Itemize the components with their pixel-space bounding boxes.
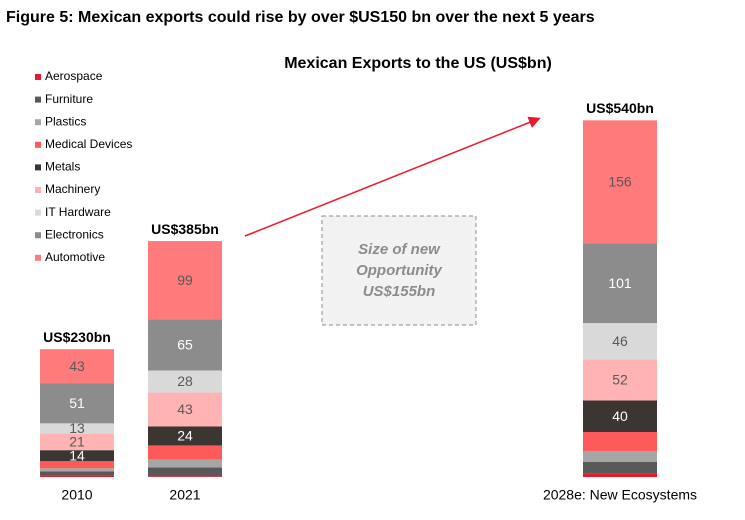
data-label: 99: [177, 272, 193, 288]
bar-segment: [148, 241, 222, 320]
bar-segment: [40, 468, 114, 472]
bar-segment: [583, 462, 657, 474]
bar-segment: [583, 450, 657, 463]
legend-label: Machinery: [45, 182, 100, 196]
annotation-line: US$155bn: [363, 283, 436, 300]
data-label: 28: [177, 373, 193, 389]
legend-label: Plastics: [45, 114, 86, 128]
legend-label: IT Hardware: [45, 205, 111, 219]
chart-title: Mexican Exports to the US (US$bn): [284, 55, 552, 72]
bar-segment: [40, 383, 114, 424]
legend-label: Electronics: [45, 227, 104, 241]
legend-swatch: [35, 141, 41, 148]
bar-segment: [583, 120, 657, 244]
legend-swatch: [35, 254, 41, 261]
data-label: 40: [612, 408, 628, 424]
legend-swatch: [35, 96, 41, 103]
bar-segment: [148, 459, 222, 468]
annotation-line: Opportunity: [356, 262, 442, 279]
bar-segment: [40, 433, 114, 451]
legend-swatch: [35, 119, 41, 126]
data-label: 156: [608, 174, 632, 190]
legend-label: Automotive: [45, 250, 105, 264]
data-label: 65: [177, 337, 193, 353]
arrow: [244, 116, 541, 237]
bar-segment: [148, 319, 222, 371]
figure-title: Figure 5: Mexican exports could rise by …: [6, 9, 595, 26]
data-label: 43: [69, 358, 85, 374]
bar-segment: [583, 432, 657, 451]
bar-segment: [40, 423, 114, 434]
data-label: 21: [69, 434, 85, 450]
total-label: US$540bn: [586, 100, 654, 116]
bar-segment: [583, 323, 657, 360]
total-label: US$230bn: [43, 329, 111, 345]
data-label: 13: [69, 420, 85, 436]
bar-segment: [583, 473, 657, 477]
bar-segment: [40, 475, 114, 477]
data-label: 51: [69, 395, 85, 411]
annotation-line: Size of new: [358, 241, 441, 258]
x-tick-label: 2021: [169, 487, 200, 503]
bar-segment: [148, 445, 222, 460]
bar-segment: [148, 370, 222, 393]
bar-segment: [148, 476, 222, 477]
data-label: 52: [612, 372, 628, 388]
legend-swatch: [35, 164, 41, 171]
bar-segment: [148, 426, 222, 446]
bar-segment: [583, 400, 657, 433]
data-label: 43: [177, 401, 193, 417]
legend-label: Aerospace: [45, 69, 103, 83]
annotation-box: [321, 215, 477, 326]
bar-segment: [40, 461, 114, 469]
x-tick-label: 2028e: New Ecosystems: [543, 487, 697, 503]
data-label: 24: [177, 428, 193, 444]
legend-swatch: [35, 74, 41, 80]
data-label: 101: [608, 275, 632, 291]
total-label: US$385bn: [151, 221, 219, 237]
data-label: 46: [612, 333, 628, 349]
legend-label: Furniture: [45, 92, 93, 106]
data-label: 14: [69, 447, 85, 463]
legend-swatch: [35, 187, 41, 193]
legend-label: Metals: [45, 160, 80, 174]
bar-segment: [148, 467, 222, 477]
legend-swatch: [35, 209, 41, 216]
legend-label: Medical Devices: [45, 137, 132, 151]
legend-swatch: [35, 232, 41, 239]
x-tick-label: 2010: [61, 487, 92, 503]
bar-segment: [40, 349, 114, 384]
bar-segment: [40, 471, 114, 476]
bar-segment: [40, 450, 114, 462]
bar-segment: [583, 359, 657, 401]
bar-segment: [148, 392, 222, 427]
bar-segment: [583, 243, 657, 324]
